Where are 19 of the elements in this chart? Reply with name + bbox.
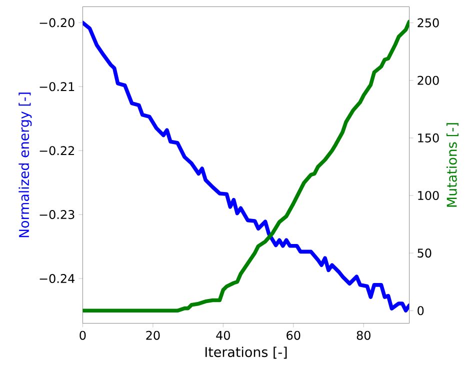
y2-tick-label: 100: [418, 190, 439, 200]
y-axis-title: Normalized energy [-]: [18, 92, 32, 238]
x-tick-label: 20: [146, 330, 160, 340]
x-tick-label: 0: [80, 330, 86, 340]
y2-tick-label: 200: [418, 76, 439, 85]
x-tick-label: 60: [286, 330, 300, 340]
y-tick-label: −0.24: [40, 274, 75, 284]
y2-tick-label: 0: [418, 306, 424, 316]
y2-tick-label: 150: [418, 133, 439, 142]
y-tick-label: −0.20: [40, 18, 74, 28]
y-tick-label: −0.21: [40, 82, 74, 92]
x-axis-title: Iterations [-]: [205, 346, 287, 359]
y2-tick-label: 50: [418, 248, 432, 258]
y2-tick-label: 250: [418, 18, 439, 28]
x-tick-label: 80: [356, 330, 370, 340]
y2-axis-title: Mutations [-]: [446, 123, 458, 207]
x-tick-label: 40: [216, 330, 230, 340]
y-tick-label: −0.23: [40, 210, 74, 220]
y-tick-label: −0.22: [40, 146, 74, 156]
